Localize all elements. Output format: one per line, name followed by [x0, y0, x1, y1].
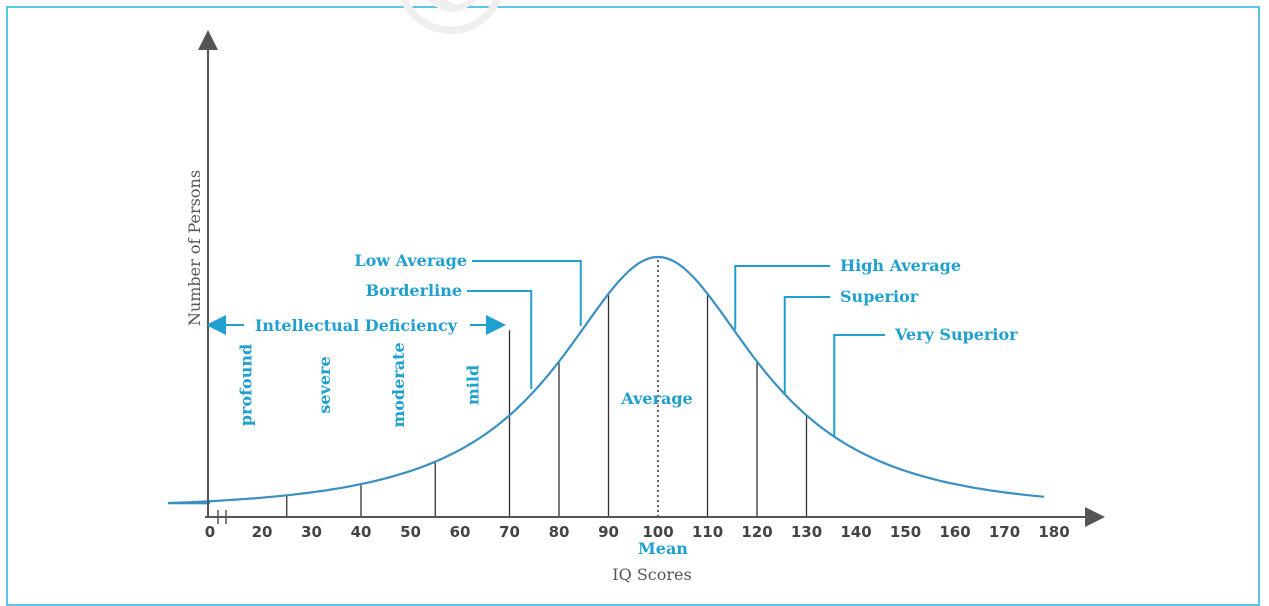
- x-tick-40: 40: [351, 523, 372, 541]
- axis-break: [217, 510, 227, 524]
- x-tick-180: 180: [1038, 523, 1069, 541]
- band-label-profound: profound: [236, 344, 255, 426]
- x-tick-120: 120: [741, 523, 772, 541]
- intellectual-deficiency-label: Intellectual Deficiency: [255, 316, 458, 335]
- x-tick-130: 130: [791, 523, 822, 541]
- x-tick-50: 50: [400, 523, 421, 541]
- x-tick-110: 110: [692, 523, 723, 541]
- band-label-mild: mild: [463, 365, 482, 405]
- callout-high-average: High Average: [840, 256, 961, 275]
- x-tick-90: 90: [598, 523, 619, 541]
- band-label-severe: severe: [315, 356, 334, 413]
- x-tick-labels: 0 20 30 40 50 60 70 80 90 100 110 120 130 140 150 160 17…: [205, 523, 1070, 541]
- x-tick-80: 80: [549, 523, 570, 541]
- y-axis-title: Number of Persons: [185, 170, 204, 326]
- classification-callouts: Low Average Borderline High Average Superio…: [354, 251, 1018, 437]
- x-tick-140: 140: [840, 523, 871, 541]
- callout-leader-high-average: [734, 265, 830, 330]
- callout-very-superior: Very Superior: [894, 325, 1018, 344]
- category-boundary-lines: [286, 293, 808, 517]
- x-tick-160: 160: [939, 523, 970, 541]
- band-label-moderate: moderate: [389, 342, 408, 427]
- callout-leader-borderline: [467, 290, 533, 390]
- x-tick-100: 100: [642, 523, 673, 541]
- callout-superior: Superior: [840, 287, 919, 306]
- callout-leader-superior: [783, 296, 830, 394]
- deficiency-band-labels: profound severe moderate mild: [236, 342, 482, 427]
- mean-label: Mean: [638, 539, 688, 558]
- callout-borderline: Borderline: [366, 281, 462, 300]
- callout-low-average: Low Average: [354, 251, 467, 270]
- normal-distribution-chart: 0 20 30 40 50 60 70 80 90 100 110 120 130 140 150 160 17…: [167, 30, 1105, 584]
- x-axis-title: IQ Scores: [612, 565, 691, 584]
- x-tick-170: 170: [989, 523, 1020, 541]
- x-tick-150: 150: [890, 523, 921, 541]
- average-label: Average: [620, 389, 692, 408]
- figure: © not to be re 0203040506070809010011012…: [6, 0, 1269, 606]
- x-tick-70: 70: [499, 523, 520, 541]
- callout-leader-low-average: [472, 260, 582, 326]
- x-tick-0: 0: [205, 523, 215, 541]
- distribution-curve: [167, 255, 1045, 505]
- x-tick-60: 60: [450, 523, 471, 541]
- callout-leader-very-superior: [833, 334, 885, 437]
- x-tick-30: 30: [301, 523, 322, 541]
- x-tick-20: 20: [252, 523, 273, 541]
